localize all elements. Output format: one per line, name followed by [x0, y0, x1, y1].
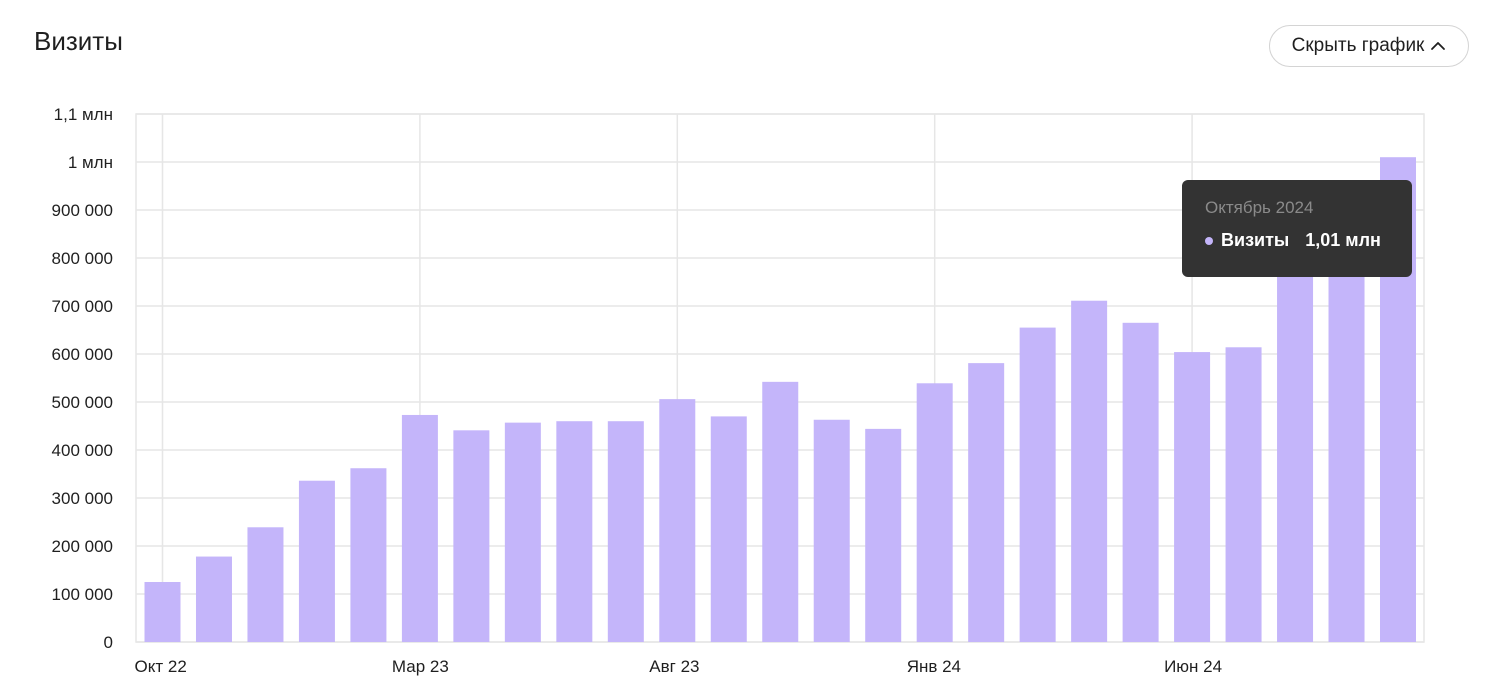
bar[interactable]: [144, 582, 181, 642]
bar[interactable]: [504, 422, 541, 642]
y-tick-label: 700 000: [52, 297, 113, 316]
bar[interactable]: [298, 480, 335, 642]
x-tick-label: Июн 24: [1164, 657, 1222, 676]
x-axis-ticks: Окт 22 Мар 23 Авг 23 Янв 24 Июн 24: [135, 657, 1223, 676]
bar[interactable]: [195, 556, 232, 642]
bar[interactable]: [1277, 262, 1314, 642]
x-tick-label: Окт 22: [135, 657, 187, 676]
y-tick-label: 900 000: [52, 201, 113, 220]
tooltip-date: Октябрь 2024: [1205, 198, 1314, 217]
tooltip-row: Визиты 1,01 млн: [1205, 230, 1412, 251]
tooltip-series: Визиты: [1221, 230, 1290, 250]
bar[interactable]: [1328, 267, 1365, 642]
bar[interactable]: [916, 383, 953, 642]
tooltip: Октябрь 2024 Визиты 1,01 млн: [1182, 180, 1412, 277]
x-tick-label: Янв 24: [907, 657, 961, 676]
hide-chart-button[interactable]: Скрыть график: [1269, 25, 1469, 67]
bar[interactable]: [401, 414, 438, 642]
bar[interactable]: [1122, 322, 1159, 642]
bar[interactable]: [247, 527, 284, 642]
y-tick-label: 800 000: [52, 249, 113, 268]
bar[interactable]: [710, 416, 747, 642]
y-axis-ticks: 0 100 000 200 000 300 000 400 000 500 000 600 …: [52, 105, 113, 652]
bar[interactable]: [762, 381, 799, 642]
bar[interactable]: [1174, 352, 1211, 642]
bar[interactable]: [1071, 300, 1108, 642]
page-title: Визиты: [34, 26, 123, 56]
bar[interactable]: [607, 421, 644, 642]
x-tick-label: Мар 23: [392, 657, 449, 676]
bar[interactable]: [968, 363, 1005, 642]
x-tick-label: Авг 23: [649, 657, 699, 676]
y-tick-label: 300 000: [52, 489, 113, 508]
y-tick-label: 400 000: [52, 441, 113, 460]
bar[interactable]: [1019, 327, 1056, 642]
bar[interactable]: [813, 419, 850, 642]
y-tick-label: 0: [104, 633, 113, 652]
y-tick-label: 200 000: [52, 537, 113, 556]
y-tick-label: 100 000: [52, 585, 113, 604]
chevron-up-icon: [1431, 42, 1446, 50]
bars-layer: [144, 157, 1416, 642]
bar[interactable]: [453, 430, 490, 642]
series-dot-icon: [1205, 236, 1213, 245]
bar[interactable]: [865, 428, 902, 642]
hide-chart-label: Скрыть график: [1291, 35, 1425, 56]
bar[interactable]: [1225, 347, 1262, 642]
y-tick-label: 1,1 млн: [54, 105, 113, 124]
bar[interactable]: [556, 421, 593, 642]
tooltip-value: 1,01 млн: [1305, 230, 1381, 250]
bar[interactable]: [350, 468, 387, 642]
y-tick-label: 1 млн: [68, 153, 113, 172]
y-tick-label: 500 000: [52, 393, 113, 412]
bar[interactable]: [659, 399, 696, 642]
y-tick-label: 600 000: [52, 345, 113, 364]
